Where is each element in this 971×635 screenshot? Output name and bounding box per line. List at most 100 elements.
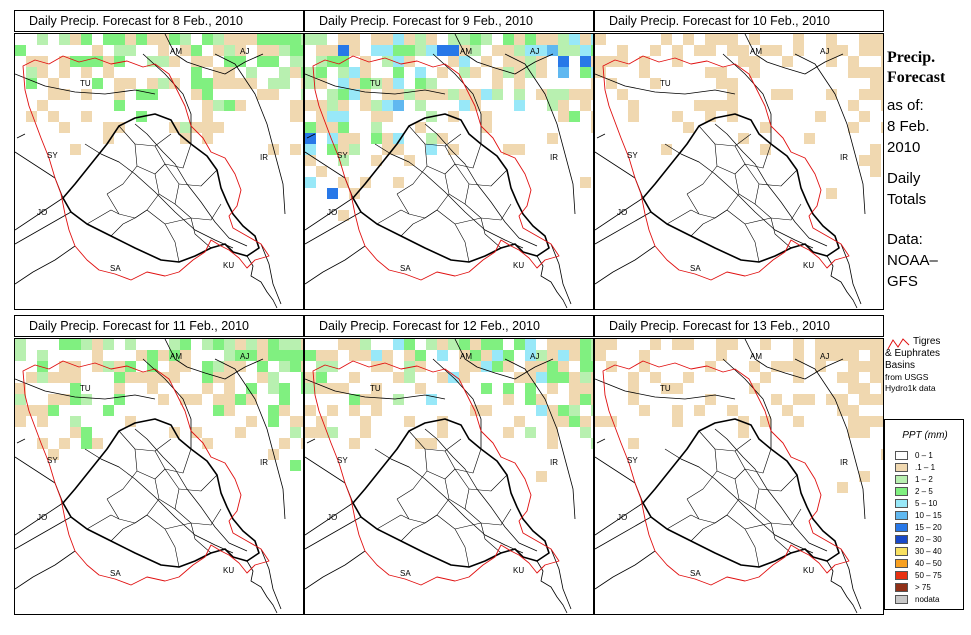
province-border <box>480 522 502 554</box>
precip-cell <box>426 394 437 405</box>
precip-cell <box>213 405 224 416</box>
precip-cell <box>569 416 580 427</box>
forecast-map: AM AJ TU SY IR JO SA KU <box>14 338 304 615</box>
precip-cell <box>782 361 793 372</box>
precip-cell <box>279 438 290 449</box>
precip-cell <box>393 34 404 45</box>
country-border <box>596 133 606 139</box>
panel-title: Daily Precip. Forecast for 10 Feb., 2010 <box>594 10 884 32</box>
country-label-aj: AJ <box>530 352 539 361</box>
precip-cell <box>727 100 738 111</box>
precip-cell <box>305 427 316 438</box>
precip-cell <box>547 416 558 427</box>
precip-cell <box>305 144 316 155</box>
precip-cell <box>224 34 235 45</box>
precip-cell <box>459 67 470 78</box>
precip-cell <box>793 361 804 372</box>
precip-cell <box>749 56 760 67</box>
country-label-ir: IR <box>260 153 268 162</box>
precip-cell <box>213 45 224 56</box>
data-line-1: Data: <box>887 231 923 248</box>
precip-cell <box>859 471 870 482</box>
precip-cell <box>290 460 301 471</box>
forecast-panel-2: Daily Precip. Forecast for 9 Feb., 2010 … <box>304 10 594 310</box>
precip-cell <box>503 350 514 361</box>
precip-cell <box>705 34 716 45</box>
precip-cell <box>870 394 881 405</box>
legend-swatch <box>895 571 908 580</box>
country-border <box>595 516 652 550</box>
precip-cell <box>881 45 883 56</box>
province-border <box>686 193 728 219</box>
precip-cell <box>404 361 415 372</box>
precip-cell <box>37 56 48 67</box>
province-border <box>686 143 718 195</box>
precip-cell <box>569 34 580 45</box>
precip-cell <box>114 45 125 56</box>
precip-cell <box>125 372 136 383</box>
precip-cell <box>338 111 349 122</box>
province-border <box>726 209 760 263</box>
precip-cell <box>595 350 606 361</box>
province-border <box>86 209 120 225</box>
precip-cell <box>301 111 303 122</box>
precip-cell <box>437 372 448 383</box>
precip-cell <box>338 177 349 188</box>
legend-swatch <box>895 523 908 532</box>
country-border <box>840 548 862 610</box>
precip-cell <box>793 372 804 383</box>
precip-cell <box>569 394 580 405</box>
precip-cell <box>360 67 371 78</box>
precip-cell <box>815 339 826 350</box>
precip-cell <box>771 45 782 56</box>
precip-cell <box>437 427 448 438</box>
precip-cell <box>492 78 503 89</box>
precip-cell <box>514 416 525 427</box>
precip-cell <box>147 383 158 394</box>
legend-swatch <box>895 499 908 508</box>
precip-cell <box>338 122 349 133</box>
precip-cell <box>202 339 213 350</box>
precip-cell <box>279 361 290 372</box>
country-label-jo: JO <box>37 208 47 217</box>
precip-cell <box>37 67 48 78</box>
precip-cell <box>349 188 360 199</box>
daily-totals-block: Daily Totals <box>887 168 967 210</box>
precip-cell <box>136 89 147 100</box>
precip-cell <box>26 78 37 89</box>
ppt-legend: PPT (mm) 0 – 1 .1 – 1 1 – 2 2 – 5 5 – 10 10 –… <box>884 419 964 610</box>
province-border <box>158 163 180 205</box>
precip-cell <box>826 89 837 100</box>
province-border <box>758 169 798 187</box>
precip-cell <box>316 383 327 394</box>
map-canvas: AM AJ TU SY IR JO SA KU <box>15 339 303 614</box>
precip-cell <box>826 34 837 45</box>
precip-cell <box>349 34 360 45</box>
precip-cell <box>727 339 738 350</box>
precip-cell <box>371 100 382 111</box>
precip-cell <box>727 89 738 100</box>
precip-cell <box>661 144 672 155</box>
precip-cell <box>169 34 180 45</box>
precip-cell <box>327 350 338 361</box>
precip-cell <box>492 45 503 56</box>
precip-cell <box>569 383 580 394</box>
province-border <box>408 430 462 452</box>
precip-cell <box>37 350 48 361</box>
precip-cell <box>316 100 327 111</box>
precip-cell <box>617 89 628 100</box>
precip-field <box>595 34 883 199</box>
precip-cell <box>327 405 338 416</box>
precip-cell <box>547 427 558 438</box>
precip-cell <box>793 416 804 427</box>
province-border <box>738 163 760 205</box>
forecast-map: AM AJ TU SY IR JO SA KU <box>594 338 884 615</box>
province-border <box>734 143 772 169</box>
province-border <box>118 430 172 452</box>
country-label-am: AM <box>750 352 762 361</box>
precip-cell <box>268 416 279 427</box>
precip-cell <box>305 122 316 133</box>
precip-cell <box>393 372 404 383</box>
precip-cell <box>459 339 470 350</box>
country-border <box>16 133 26 139</box>
